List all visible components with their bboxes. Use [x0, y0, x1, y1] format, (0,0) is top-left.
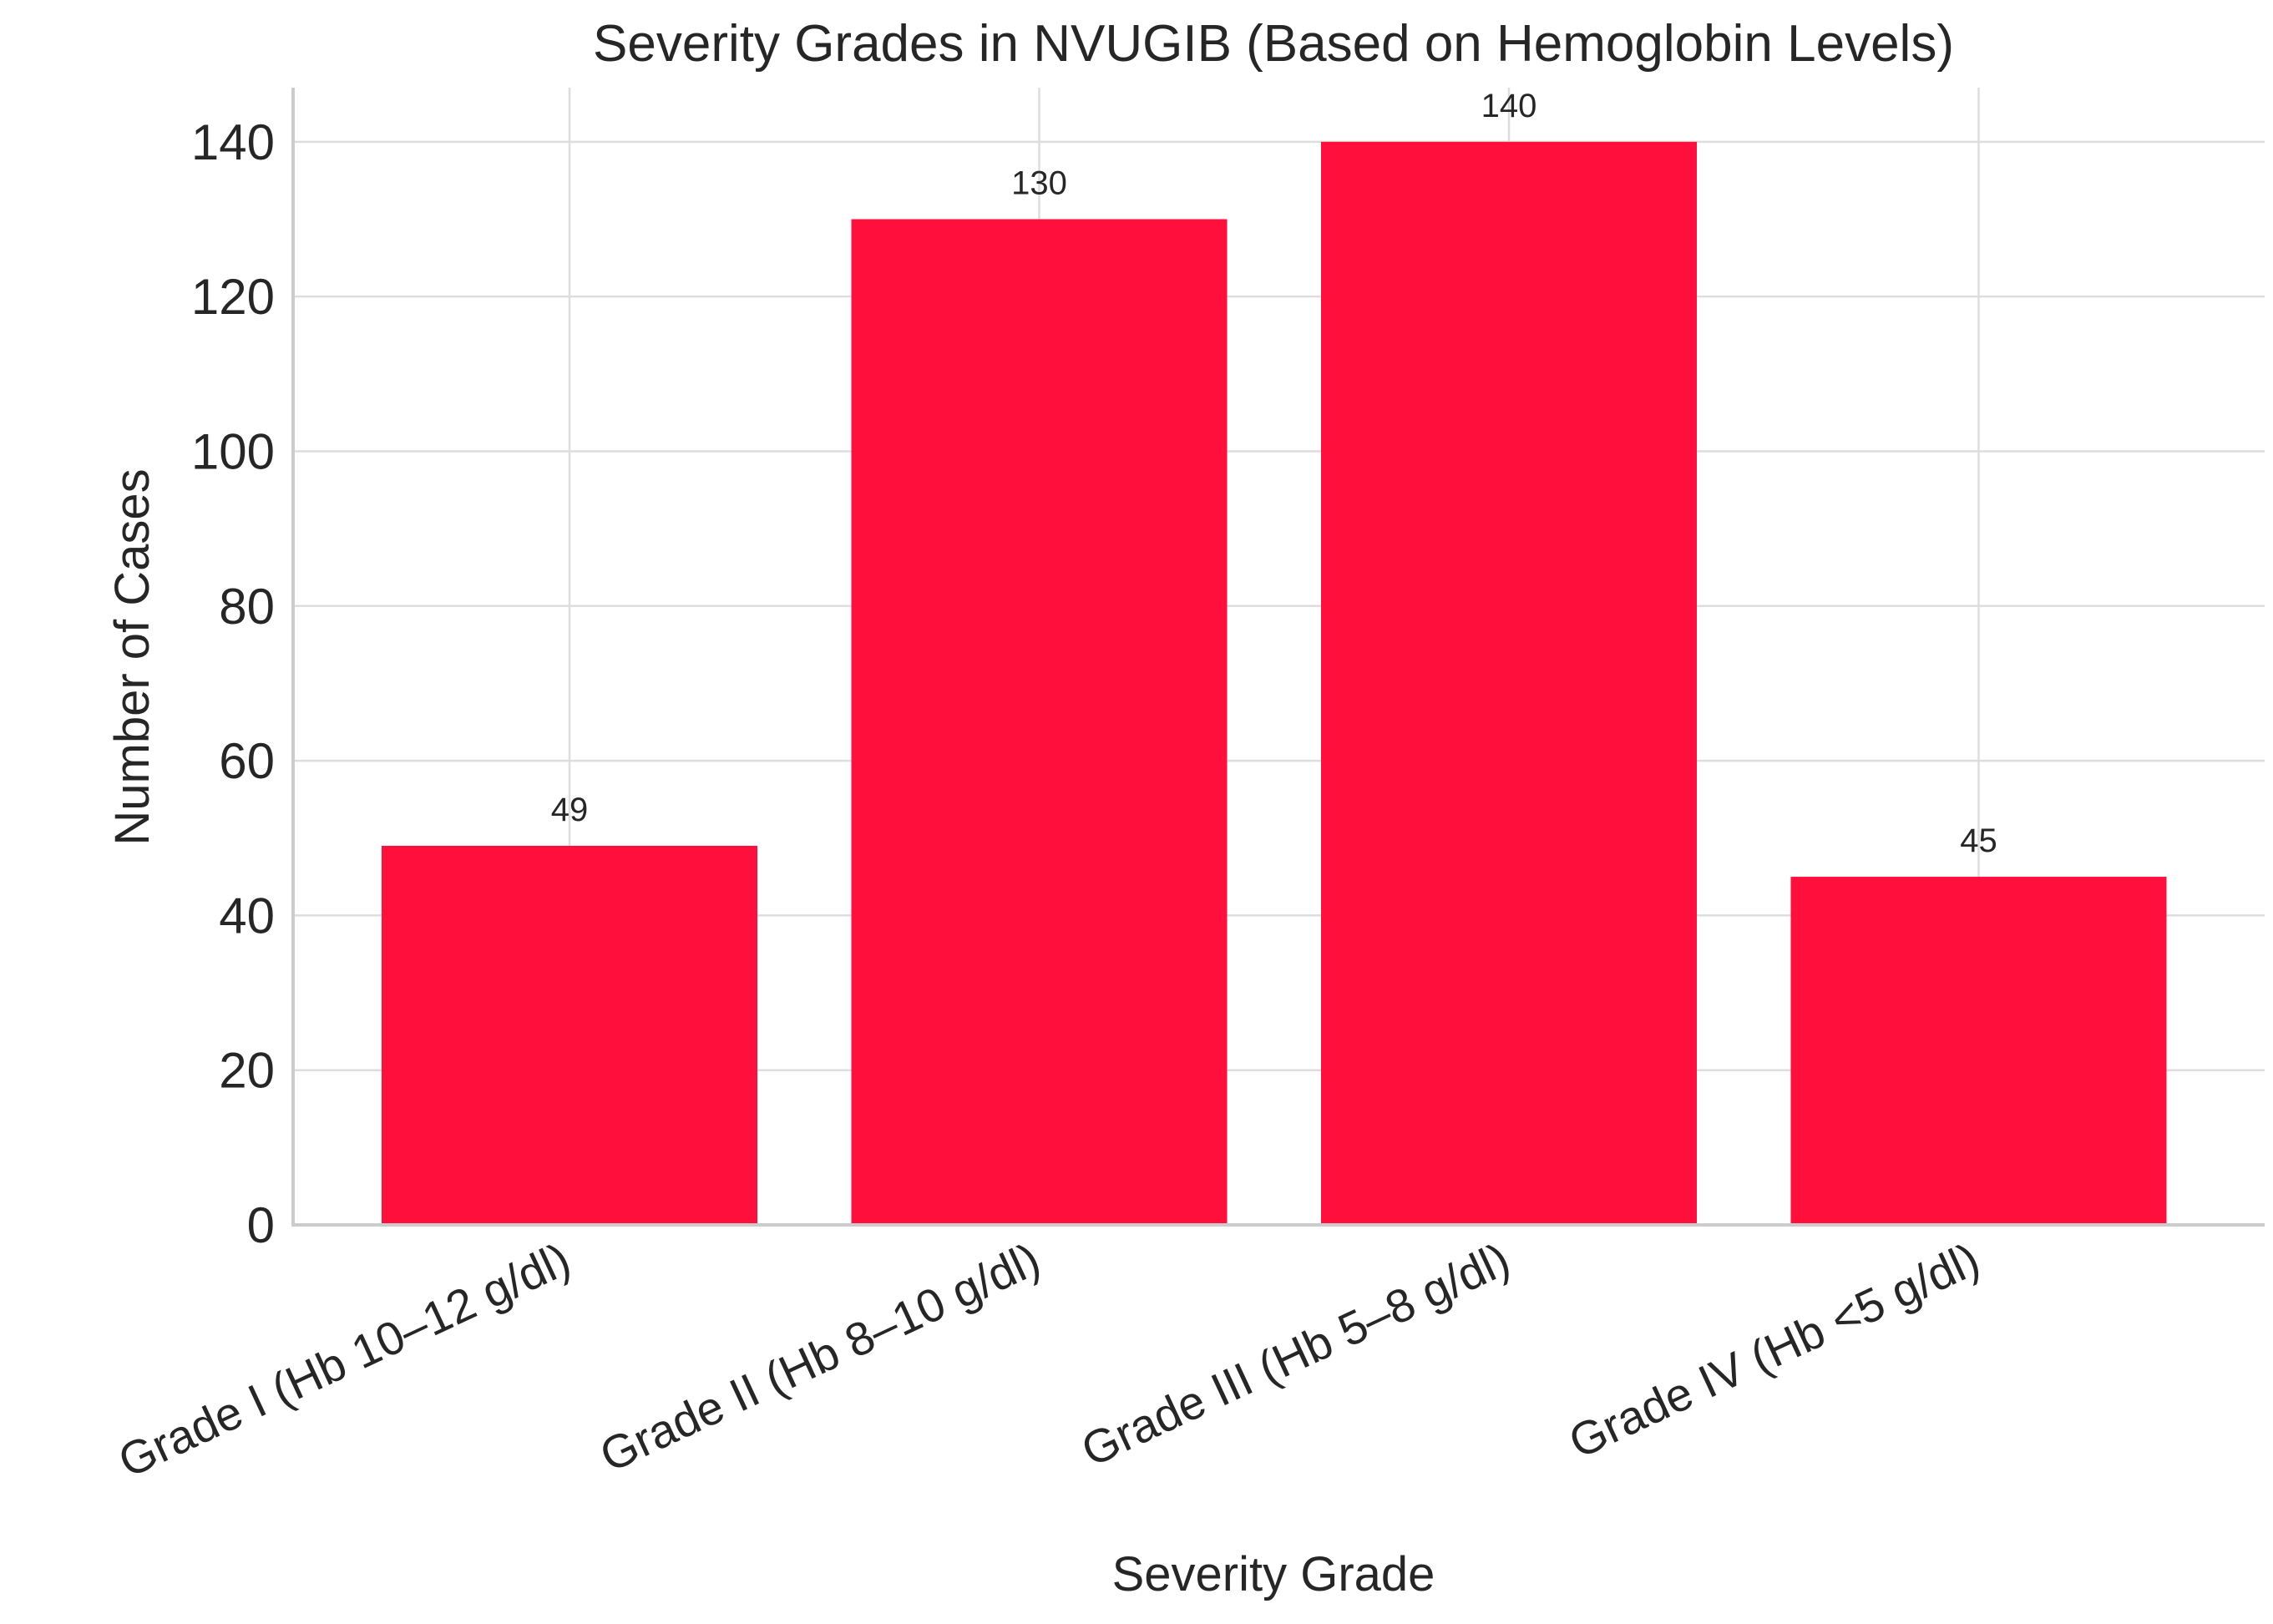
- y-tick-label: 120: [191, 269, 275, 325]
- y-tick-label: 20: [219, 1043, 275, 1099]
- y-tick-label: 60: [219, 733, 275, 789]
- x-tick-label: Grade III (Hb 5–8 g/dl): [1073, 1232, 1517, 1477]
- x-tick-label: Grade I (Hb 10–12 g/dl): [110, 1232, 578, 1488]
- bar: [382, 846, 757, 1225]
- bar: [1790, 877, 2167, 1225]
- y-tick-label: 0: [247, 1197, 275, 1253]
- x-tick-labels: Grade I (Hb 10–12 g/dl) Grade II (Hb 8–10…: [110, 1232, 1987, 1488]
- y-tick-label: 80: [219, 579, 275, 635]
- y-axis-title: Number of Cases: [105, 468, 159, 845]
- bar: [851, 219, 1228, 1225]
- bars: [382, 141, 2167, 1225]
- axes: [291, 88, 2265, 1227]
- chart-title: Severity Grades in NVUGIB (Based on Hemo…: [593, 15, 1954, 73]
- y-tick-labels: 0 20 40 60 80 100 120 140: [191, 114, 275, 1253]
- y-tick-label: 40: [219, 888, 275, 944]
- x-axis-title: Severity Grade: [1112, 1547, 1435, 1601]
- y-tick-label: 140: [191, 114, 275, 170]
- bar-value-label: 130: [1011, 165, 1067, 202]
- y-tick-label: 100: [191, 423, 275, 479]
- x-tick-label: Grade II (Hb 8–10 g/dl): [592, 1232, 1048, 1482]
- bar-value-label: 49: [551, 792, 589, 828]
- data-labels: 49 130 140 45: [551, 88, 1997, 859]
- bar: [1321, 141, 1697, 1225]
- x-tick-label: Grade IV (Hb <5 g/dl): [1561, 1232, 1987, 1469]
- bar-value-label: 140: [1481, 88, 1537, 124]
- bar-value-label: 45: [1960, 822, 1997, 859]
